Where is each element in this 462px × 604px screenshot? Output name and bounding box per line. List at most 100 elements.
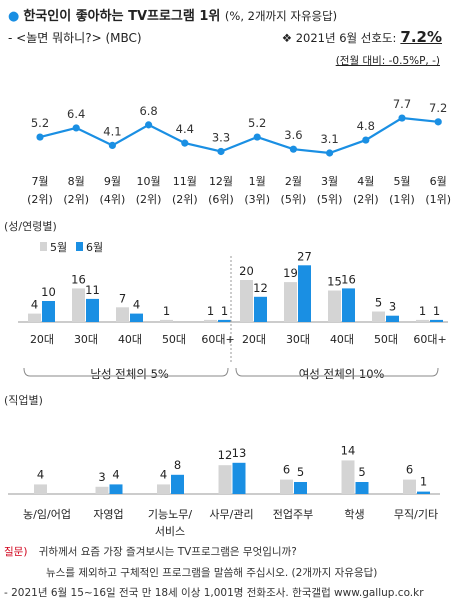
trend-value-label: 5.2 <box>248 116 266 130</box>
legend-swatch-may <box>40 242 47 251</box>
trend-value-label: 3.3 <box>212 130 230 144</box>
bar-may-value: 4 <box>31 298 38 312</box>
trend-value-label: 4.1 <box>103 124 121 138</box>
rank-tick-label: (5위) <box>317 193 343 206</box>
rank-tick-label: (2위) <box>172 193 198 206</box>
question-label: 질문) <box>4 546 28 558</box>
bar-may-value: 19 <box>283 266 298 280</box>
month-tick-label: 1월 <box>249 175 266 188</box>
bar-may <box>284 282 297 322</box>
bar-may <box>157 484 170 494</box>
bar-may <box>218 465 232 494</box>
month-tick-label: 10월 <box>137 175 161 188</box>
preference-label: 2021년 6월 선호도: <box>295 31 397 45</box>
trend-point <box>108 141 116 149</box>
bar-june-value: 3 <box>389 300 396 314</box>
male-bracket <box>23 367 229 377</box>
trend-point <box>326 149 334 157</box>
preference-value: 7.2% <box>400 28 442 46</box>
trend-point <box>253 133 261 141</box>
bar-may <box>34 484 47 494</box>
bar-june <box>294 482 307 494</box>
bar-may <box>95 486 109 494</box>
question-text-1: 귀하께서 요즘 가장 즐겨보시는 TV프로그램은 무엇입니까? <box>38 546 297 558</box>
female-bracket <box>235 367 439 377</box>
age-tick-label: 50대 <box>374 333 398 346</box>
bar-june-value: 5 <box>358 465 365 479</box>
bar-june <box>417 491 430 494</box>
bar-may <box>72 288 85 322</box>
trend-point <box>181 139 189 147</box>
trend-value-label: 4.8 <box>357 119 375 133</box>
bar-june-value: 4 <box>112 467 119 481</box>
preference-readout: ❖ 2021년 6월 선호도: 7.2% <box>282 28 442 46</box>
bar-june <box>386 315 399 322</box>
month-change: (전월 대비: -0.5%P, -) <box>335 55 440 67</box>
trend-point <box>289 145 297 153</box>
occupation-tick-label: 학생 <box>344 508 364 521</box>
age-tick-label: 50대 <box>162 333 186 346</box>
bar-june-value: 13 <box>232 446 247 460</box>
title-note: (%, 2개까지 자유응답) <box>224 9 338 23</box>
legend-label-june: 6월 <box>86 241 103 254</box>
rank-tick-label: (5위) <box>281 193 307 206</box>
bar-may-value: 5 <box>375 296 382 310</box>
bar-may-value: 4 <box>37 467 44 481</box>
bar-may <box>416 319 429 322</box>
bar-june-value: 11 <box>85 283 100 297</box>
trend-value-label: 4.4 <box>176 122 194 136</box>
title-bullet-icon: ● <box>8 9 20 24</box>
occupation-tick-label: 자영업 <box>93 508 123 521</box>
trend-line <box>39 116 439 155</box>
month-tick-label: 6월 <box>430 175 447 188</box>
rank-tick-label: (3위) <box>244 193 270 206</box>
bar-may-value: 6 <box>283 463 290 477</box>
bar-may-value: 6 <box>406 463 413 477</box>
rank-tick-label: (2위) <box>63 193 89 206</box>
month-tick-label: 12월 <box>209 175 233 188</box>
bar-june-value: 1 <box>420 475 427 489</box>
bar-june <box>171 474 184 494</box>
age-tick-label: 20대 <box>30 333 54 346</box>
bar-june <box>232 462 246 494</box>
age-tick-label: 40대 <box>330 333 354 346</box>
bar-may-value: 15 <box>327 275 342 289</box>
rank-tick-label: (1위) <box>425 193 451 206</box>
occupation-tick-label: 기능노무/ <box>148 508 192 521</box>
occupation-tick-label: 전업주부 <box>273 508 313 521</box>
bar-may <box>341 460 355 494</box>
trend-point <box>145 121 153 129</box>
diamond-icon: ❖ <box>281 31 293 45</box>
rank-tick-label: (2위) <box>27 193 53 206</box>
bar-may-value: 14 <box>341 443 356 457</box>
rank-tick-label: (2위) <box>353 193 379 206</box>
month-tick-label: 11월 <box>173 175 197 188</box>
age-tick-label: 20대 <box>242 333 266 346</box>
bar-june-value: 8 <box>174 458 181 472</box>
bar-june <box>430 319 443 322</box>
bar-may <box>116 307 129 322</box>
bar-may <box>28 313 41 322</box>
trend-point <box>72 124 80 132</box>
rank-tick-label: (4위) <box>100 193 126 206</box>
month-tick-label: 8월 <box>68 175 85 188</box>
trend-point <box>36 133 44 141</box>
bar-may <box>328 290 341 322</box>
bar-may <box>372 311 385 322</box>
age-tick-label: 60대+ <box>413 333 446 346</box>
age-tick-label: 40대 <box>118 333 142 346</box>
bar-june <box>355 482 369 494</box>
trend-value-label: 5.2 <box>31 116 49 130</box>
rank-tick-label: (6위) <box>208 193 234 206</box>
bar-may-value: 16 <box>71 272 86 286</box>
trend-point <box>362 136 370 144</box>
bar-may <box>280 479 293 494</box>
age-tick-label: 30대 <box>286 333 310 346</box>
bar-may <box>204 319 217 322</box>
group-caption: 여성 전체의 10% <box>299 367 385 381</box>
trend-value-label: 7.2 <box>429 101 447 115</box>
occupation-tick-label: 무직/기타 <box>394 508 438 521</box>
month-tick-label: 9월 <box>104 175 121 188</box>
